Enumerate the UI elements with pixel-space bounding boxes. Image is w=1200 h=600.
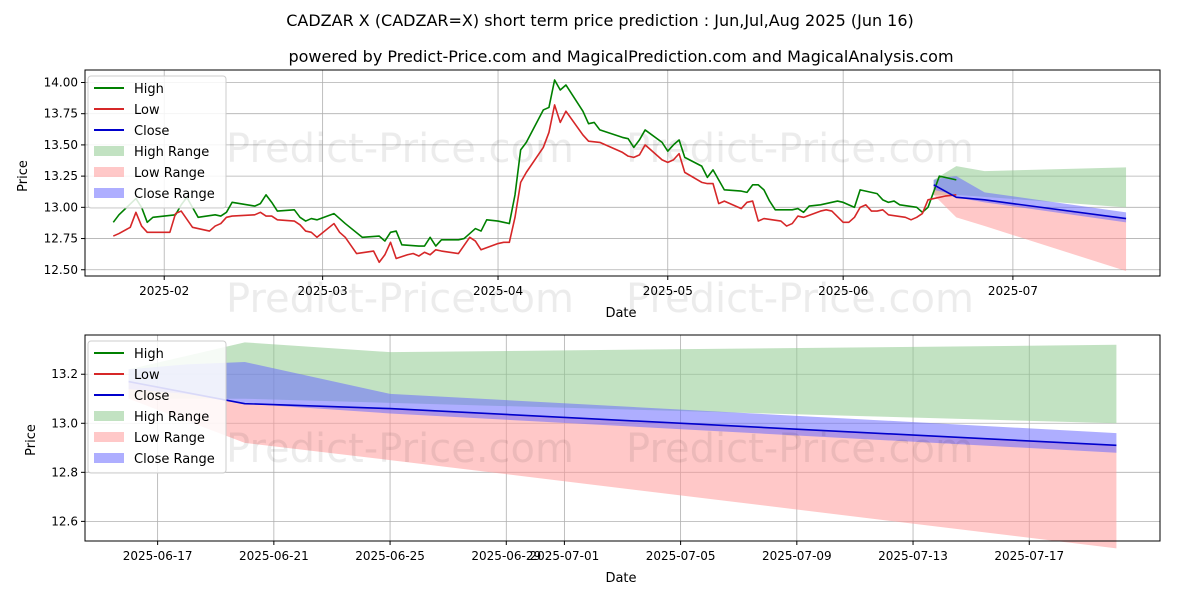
bottom-chart: Predict-Price.com Predict-Price.com 12.6… (24, 334, 1161, 586)
high-range-band (128, 342, 1117, 424)
high-legend-label: High (134, 82, 164, 97)
x-tick-label: 2025-05 (643, 284, 693, 298)
low-range-legend-label: Low Range (134, 166, 205, 181)
close-legend-label: Close (134, 124, 169, 139)
high-range-legend-label: High Range (134, 410, 209, 425)
y-tick-label: 12.50 (44, 263, 78, 277)
top-watermarks: Predict-Price.com Predict-Price.com Pred… (226, 126, 974, 322)
low-range-legend-swatch (94, 432, 124, 442)
low-legend-label: Low (134, 103, 160, 118)
watermark: Predict-Price.com (626, 126, 974, 172)
x-tick-label: 2025-06-29 (471, 549, 541, 563)
bottom-ranges (128, 342, 1117, 549)
x-tick-label: 2025-07-09 (762, 549, 832, 563)
top-x-axis: 2025-02 2025-03 2025-04 2025-05 2025-06 2025-… (139, 276, 1038, 298)
y-tick-label: 13.2 (51, 367, 78, 381)
top-grid (85, 70, 1160, 276)
high-range-legend-swatch (94, 146, 124, 156)
chart-subtitle: powered by Predict-Price.com and Magical… (288, 47, 953, 66)
x-tick-label: 2025-03 (298, 284, 348, 298)
top-ranges (933, 166, 1127, 272)
y-tick-label: 12.75 (44, 232, 78, 246)
x-tick-label: 2025-06 (818, 284, 868, 298)
close-range-legend-label: Close Range (134, 187, 215, 202)
bottom-watermarks: Predict-Price.com Predict-Price.com (226, 426, 974, 472)
high-series-line (112, 79, 957, 247)
high-legend-label: High (134, 347, 164, 362)
y-tick-label: 14.00 (44, 75, 78, 89)
x-tick-label: 2025-06-17 (123, 549, 193, 563)
watermark: Predict-Price.com (226, 426, 574, 472)
watermark: Predict-Price.com (226, 276, 574, 322)
close-legend-label: Close (134, 389, 169, 404)
y-tick-label: 13.0 (51, 416, 78, 430)
x-tick-label: 2025-07 (988, 284, 1038, 298)
close-range-legend-label: Close Range (134, 452, 215, 467)
y-tick-label: 13.00 (44, 200, 78, 214)
x-tick-label: 2025-07-13 (878, 549, 948, 563)
bottom-y-axis-label: Price (24, 424, 39, 456)
x-tick-label: 2025-02 (139, 284, 189, 298)
x-tick-label: 2025-07-17 (994, 549, 1064, 563)
x-tick-label: 2025-04 (473, 284, 523, 298)
chart-title: CADZAR X (CADZAR=X) short term price pre… (286, 11, 914, 30)
close-range-legend-swatch (94, 453, 124, 463)
low-series-line (112, 104, 957, 264)
bottom-legend: High Low Close High Range Low Range Close Ran… (87, 340, 227, 474)
high-range-band (933, 166, 1127, 208)
low-legend-label: Low (134, 368, 160, 383)
bottom-y-axis: 12.6 12.8 13.0 13.2 (51, 367, 85, 528)
top-legend: High Low Close High Range Low Range Close Ran… (87, 75, 227, 209)
top-chart: Predict-Price.com Predict-Price.com Pred… (16, 69, 1161, 322)
y-tick-label: 13.50 (44, 138, 78, 152)
low-range-legend-swatch (94, 167, 124, 177)
low-range-legend-label: Low Range (134, 431, 205, 446)
x-tick-label: 2025-06-25 (355, 549, 425, 563)
close-range-legend-swatch (94, 188, 124, 198)
high-range-legend-swatch (94, 411, 124, 421)
close-range-band (128, 361, 1117, 453)
watermark: Predict-Price.com (626, 426, 974, 472)
x-tick-label: 2025-06-21 (239, 549, 309, 563)
y-tick-label: 12.6 (51, 514, 78, 528)
low-range-band (933, 184, 1127, 272)
bottom-plot-frame (84, 334, 1161, 542)
top-x-axis-label: Date (605, 306, 636, 321)
y-tick-label: 12.8 (51, 465, 78, 479)
top-lines (112, 79, 1127, 264)
top-y-axis: 12.50 12.75 13.00 13.25 13.50 13.75 14.00 (44, 75, 85, 277)
bottom-x-axis: 2025-06-17 2025-06-21 2025-06-25 2025-06-29… (123, 541, 1064, 563)
high-range-legend-label: High Range (134, 145, 209, 160)
y-tick-label: 13.25 (44, 169, 78, 183)
x-tick-label: 2025-07-01 (530, 549, 600, 563)
watermark: Predict-Price.com (226, 126, 574, 172)
close-series-line (933, 184, 1127, 220)
top-plot-frame (84, 69, 1161, 277)
watermark: Predict-Price.com (626, 276, 974, 322)
low-range-band (128, 381, 1117, 549)
top-y-axis-label: Price (16, 160, 31, 192)
y-tick-label: 13.75 (44, 107, 78, 121)
x-tick-label: 2025-07-05 (646, 549, 716, 563)
close-range-band (933, 176, 1127, 223)
bottom-x-axis-label: Date (605, 571, 636, 586)
